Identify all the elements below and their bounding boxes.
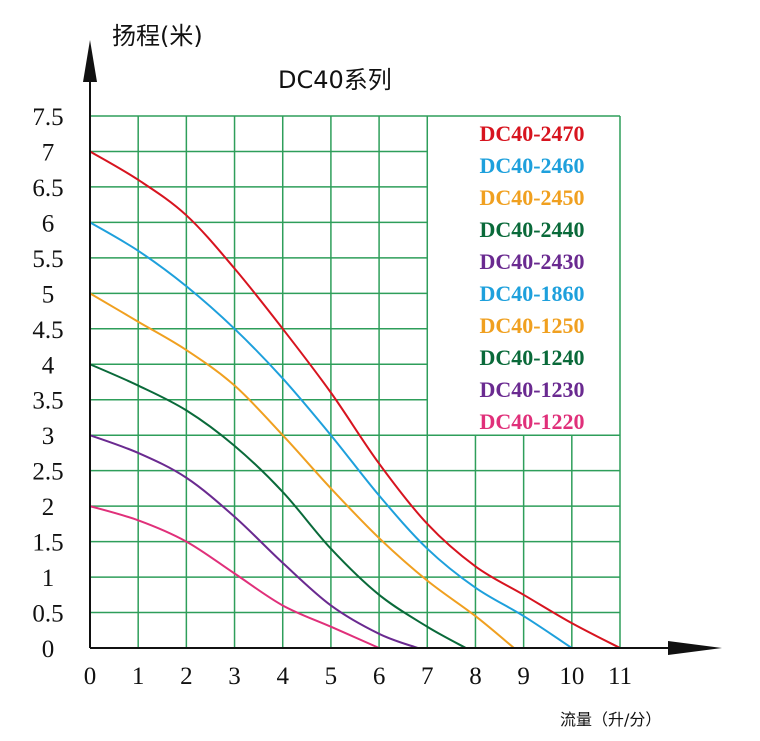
y-tick-label: 0.5: [32, 601, 63, 628]
y-tick-label: 7.5: [32, 104, 63, 131]
grid: [90, 115, 621, 648]
legend-entry: DC40-2470: [479, 121, 584, 146]
y-tick-label: 5: [42, 281, 55, 308]
y-tick-label: 2.5: [32, 459, 63, 486]
legend-entry: DC40-1240: [479, 345, 584, 370]
y-tick-label: 0: [42, 636, 55, 663]
x-tick-label: 1: [132, 663, 145, 690]
series-line-dc40-2470: [89, 150, 621, 649]
legend-entry: DC40-2440: [479, 217, 584, 242]
series-line-dc40-2440: [89, 363, 467, 649]
x-tick-label: 6: [373, 663, 386, 690]
y-tick-label: 4.5: [32, 317, 63, 344]
x-tick-label: 10: [559, 663, 584, 690]
y-axis-label: 扬程(米): [112, 22, 203, 50]
x-tick-label: 11: [608, 663, 632, 690]
y-tick-label: 1: [42, 565, 55, 592]
x-tick-label: 4: [276, 663, 289, 690]
x-tick-label: 3: [228, 663, 241, 690]
chart-title: DC40系列: [278, 66, 392, 94]
series-line-dc40-1220: [89, 505, 380, 649]
legend-entry: DC40-2430: [479, 249, 584, 274]
y-axis-arrow-icon: [83, 40, 97, 82]
x-tick-label: 0: [84, 663, 97, 690]
legend-entry: DC40-1230: [479, 377, 584, 402]
x-tick-label: 8: [469, 663, 482, 690]
legend-entry: DC40-1220: [479, 409, 584, 434]
curves: [89, 150, 621, 649]
legend-entry: DC40-1860: [479, 281, 584, 306]
y-tick-label: 2: [42, 494, 55, 521]
y-tick-label: 3.5: [32, 388, 63, 415]
legend-entry: DC40-2450: [479, 185, 584, 210]
x-axis-label: 流量（升/分）: [560, 710, 661, 729]
tick-labels: 0 1 2 3 4 5 6 7 8 9 10 11 0 0.5 1 1.5 2 2.5 3 3.5 4 4.5 5 5.5 6 6…: [32, 104, 632, 690]
series-line-dc40-2430: [89, 434, 418, 649]
legend-entry: DC40-2460: [479, 153, 584, 178]
y-tick-label: 7: [42, 139, 55, 166]
x-tick-label: 7: [421, 663, 434, 690]
x-tick-label: 9: [517, 663, 530, 690]
y-tick-label: 5.5: [32, 246, 63, 273]
y-tick-label: 6: [42, 210, 55, 237]
series-line-dc40-2450: [89, 292, 515, 649]
y-tick-label: 6.5: [32, 175, 63, 202]
series-line-dc40-2460: [89, 221, 573, 649]
x-axis-arrow-icon: [668, 641, 722, 655]
legend: DC40-2470 DC40-2460 DC40-2450 DC40-2440 DC40…: [479, 121, 584, 434]
x-tick-label: 5: [325, 663, 338, 690]
y-tick-label: 3: [42, 423, 55, 450]
legend-entry: DC40-1250: [479, 313, 584, 338]
axes: [83, 40, 722, 655]
y-tick-label: 4: [42, 352, 55, 379]
x-tick-label: 2: [180, 663, 193, 690]
y-tick-label: 1.5: [32, 530, 63, 557]
